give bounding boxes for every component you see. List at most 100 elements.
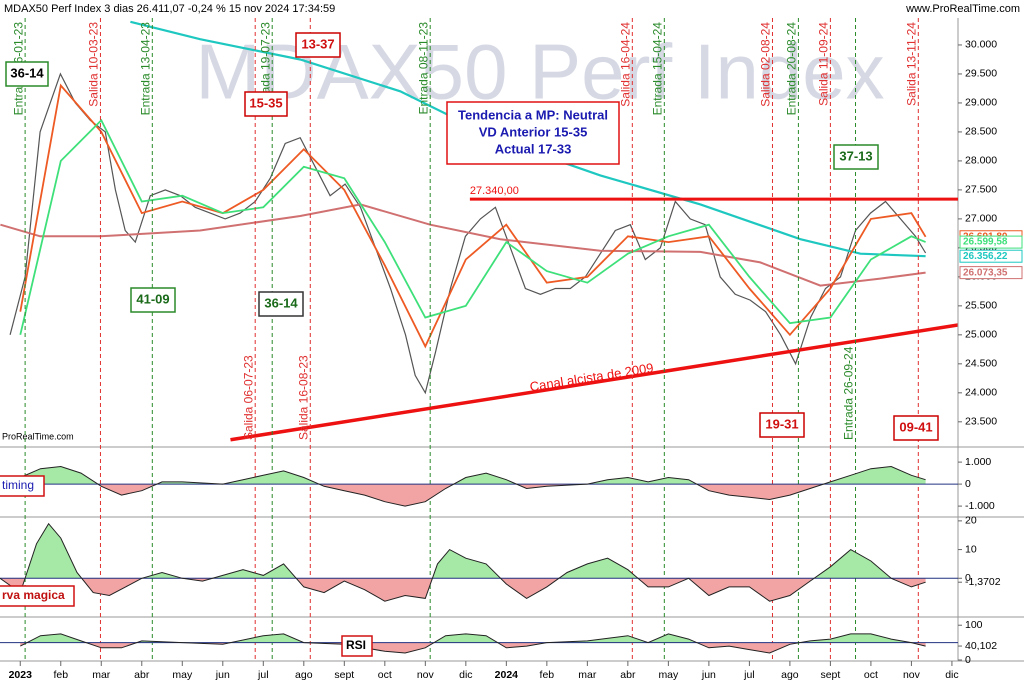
series-line	[20, 633, 926, 654]
box-label: 15-35	[249, 95, 282, 110]
box-label: 19-31	[765, 416, 798, 431]
box	[5, 61, 49, 87]
y-tick-label: 20	[965, 515, 977, 527]
box-label: 41-09	[136, 291, 169, 306]
trend-line	[230, 323, 958, 442]
signal-label: Entrada 15-04-24	[650, 22, 664, 116]
y-tick-label: 28.000	[965, 155, 997, 167]
panel-label-box	[341, 635, 373, 657]
signal-label: Salida 06-07-23	[241, 355, 255, 440]
y-tick-label: 23.500	[965, 416, 997, 428]
y-tick-label: 27.000	[965, 213, 997, 225]
box	[833, 144, 879, 170]
y-tick-label: 1.000	[965, 456, 991, 468]
x-tick-label: mar	[92, 669, 111, 681]
price-tag	[959, 235, 1023, 249]
x-tick-label: mar	[578, 669, 597, 681]
series-line	[0, 465, 926, 507]
signal-label: Salida 13-11-24	[904, 22, 918, 106]
series-line	[9, 72, 927, 395]
panel-label: timing	[2, 478, 34, 492]
signal-label: Salida 10-03-23	[87, 22, 101, 107]
x-tick-label: oct	[864, 669, 878, 681]
x-tick-label: abr	[134, 669, 150, 681]
x-tick-label: 2024	[495, 669, 519, 681]
x-tick-label: feb	[53, 669, 68, 681]
signal-label: Entrada 26-09-24	[842, 346, 856, 440]
box-label: 37-13	[839, 148, 872, 163]
y-tick-label: 25.000	[965, 329, 997, 341]
main-panel	[0, 20, 958, 442]
area-fill-down	[0, 578, 926, 602]
chart-title: MDAX50 Perf Index 3 dias 26.411,07 -0,24…	[4, 3, 335, 15]
series-line	[19, 118, 926, 336]
trend-box-line: VD Anterior 15-35	[479, 124, 588, 139]
x-tick-label: nov	[903, 669, 921, 681]
signal-label: Salida 16-04-24	[618, 22, 632, 107]
box	[244, 91, 288, 117]
y-tick-label: 0	[965, 654, 971, 666]
trend-box-line: Actual 17-33	[495, 141, 572, 156]
y-tick-label: 29.000	[965, 97, 997, 109]
box-label: 09-41	[899, 419, 932, 434]
area-fill-up	[27, 633, 912, 643]
y-tick-label: 25.500	[965, 300, 997, 312]
y-tick-label: 24.000	[965, 387, 997, 399]
area-fill-up	[0, 523, 926, 579]
signal-label: Salida 16-08-23	[296, 355, 310, 440]
price-tag	[959, 266, 1023, 280]
signal-label: Entrada 13-04-23	[138, 22, 152, 116]
site-label: www.ProRealTime.com	[905, 3, 1020, 15]
y-tick-label: 30.000	[965, 39, 997, 51]
x-tick-label: nov	[417, 669, 435, 681]
x-tick-label: may	[658, 669, 679, 681]
resistance-label: 27.340,00	[470, 185, 519, 197]
series-line	[19, 83, 927, 349]
y-tick-label: 24.500	[965, 358, 997, 370]
y-tick-label: -1,3702	[965, 576, 1001, 588]
signal-label: Salida 11-09-24	[817, 22, 831, 106]
signal-label: Entrada 20-08-24	[785, 22, 799, 116]
price-tag	[959, 249, 1023, 263]
box-label: 36-14	[10, 65, 44, 80]
x-tick-label: ago	[781, 669, 799, 681]
trend-box-line: Tendencia a MP: Neutral	[458, 107, 608, 122]
x-tick-label: feb	[540, 669, 555, 681]
price-tag-label: 26.073,35	[963, 267, 1008, 278]
y-tick-label: 10	[965, 543, 977, 555]
x-tick-label: dic	[459, 669, 472, 681]
y-tick-label: -1.000	[965, 500, 995, 512]
price-tag-label: 26.599,58	[963, 237, 1008, 248]
y-tick-label: 27.500	[965, 184, 997, 196]
y-tick-label: 0	[965, 478, 971, 490]
y-tick-label: 100	[965, 619, 983, 631]
box	[759, 412, 805, 438]
area-fill-down	[97, 484, 824, 507]
panel-label: rva magica	[2, 588, 65, 602]
box	[130, 287, 176, 313]
area-fill-down	[20, 642, 926, 653]
panel-label: RSI	[346, 638, 366, 652]
x-tick-label: jul	[257, 669, 269, 681]
panel-label-box	[0, 585, 75, 607]
signal-label: Entrada 08-11-23	[416, 22, 430, 115]
series-line	[0, 203, 926, 287]
x-tick-label: dic	[945, 669, 958, 681]
box	[258, 291, 304, 317]
area-fill-up	[0, 466, 926, 485]
x-tick-label: sept	[820, 669, 840, 681]
x-tick-label: may	[172, 669, 193, 681]
x-tick-label: oct	[378, 669, 392, 681]
panel-label-box	[0, 475, 45, 497]
x-tick-label: ago	[295, 669, 313, 681]
x-tick-label: jun	[215, 669, 230, 681]
box-label: 13-37	[301, 36, 334, 51]
annotation-boxes: 36-14 13-37 15-35 41-09 36-14 37-13 19-3…	[5, 32, 939, 441]
x-tick-label: jul	[743, 669, 755, 681]
x-tick-label: 2023	[9, 669, 33, 681]
site-label: ProRealTime.com	[2, 431, 74, 441]
signal-label: Salida 02-08-24	[759, 22, 773, 107]
price-tag-label: 26.356,22	[963, 251, 1008, 262]
box	[295, 32, 341, 58]
